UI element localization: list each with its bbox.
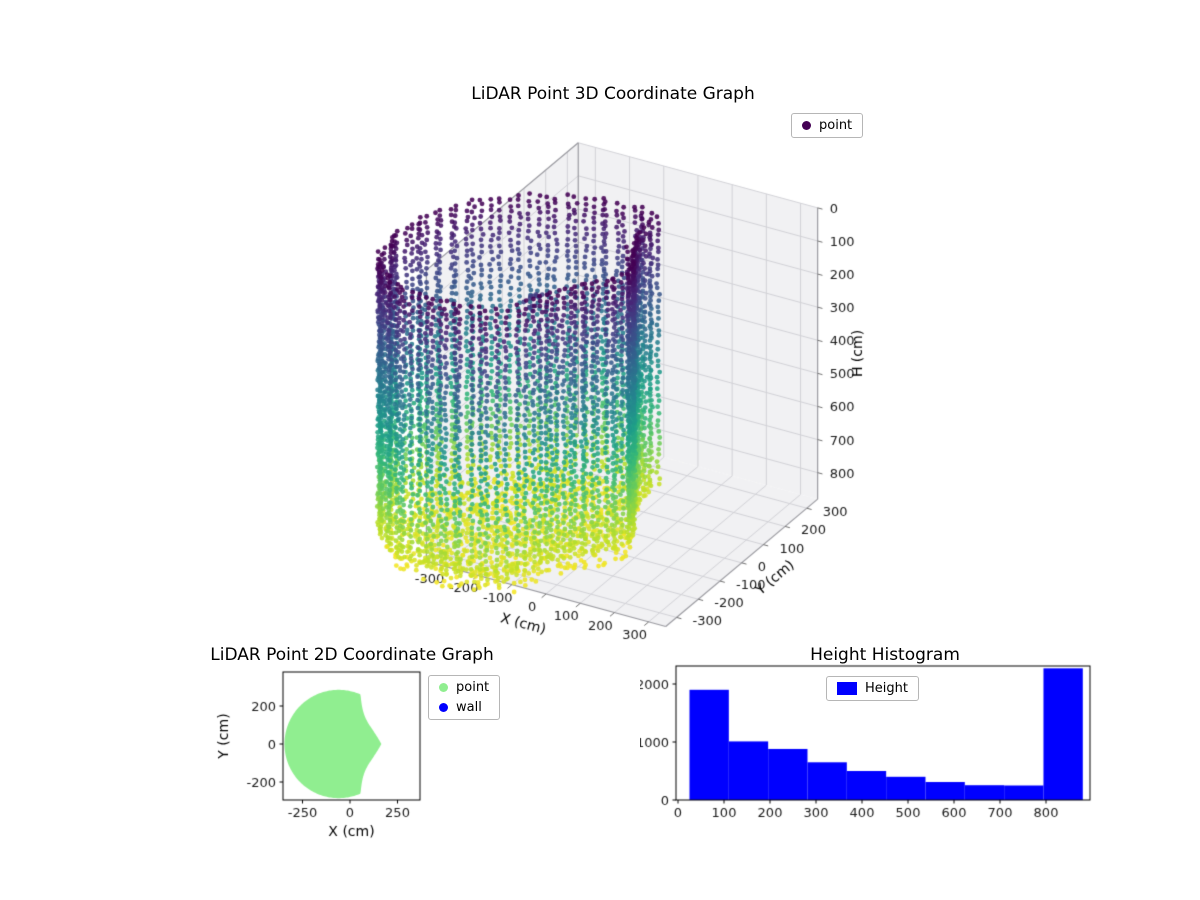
legend-label-point: point: [819, 118, 853, 133]
legend-label-wall: wall: [456, 700, 482, 715]
legend-entry-height: Height: [837, 681, 908, 696]
point-marker-icon: [802, 121, 811, 130]
chart3d-canvas: [280, 70, 920, 670]
point-marker-icon: [439, 683, 448, 692]
histogram-legend: Height: [826, 676, 919, 701]
legend-entry-point: point: [802, 118, 852, 133]
legend-entry-point: point: [439, 680, 489, 695]
legend-label-point: point: [456, 680, 490, 695]
height-marker-icon: [837, 682, 857, 695]
wall-marker-icon: [439, 703, 448, 712]
legend-entry-wall: wall: [439, 700, 489, 715]
histogram-canvas: [640, 640, 1110, 870]
chart3d-legend: point: [791, 113, 864, 138]
legend-label-height: Height: [865, 681, 908, 696]
chart2d-legend: point wall: [428, 675, 501, 720]
